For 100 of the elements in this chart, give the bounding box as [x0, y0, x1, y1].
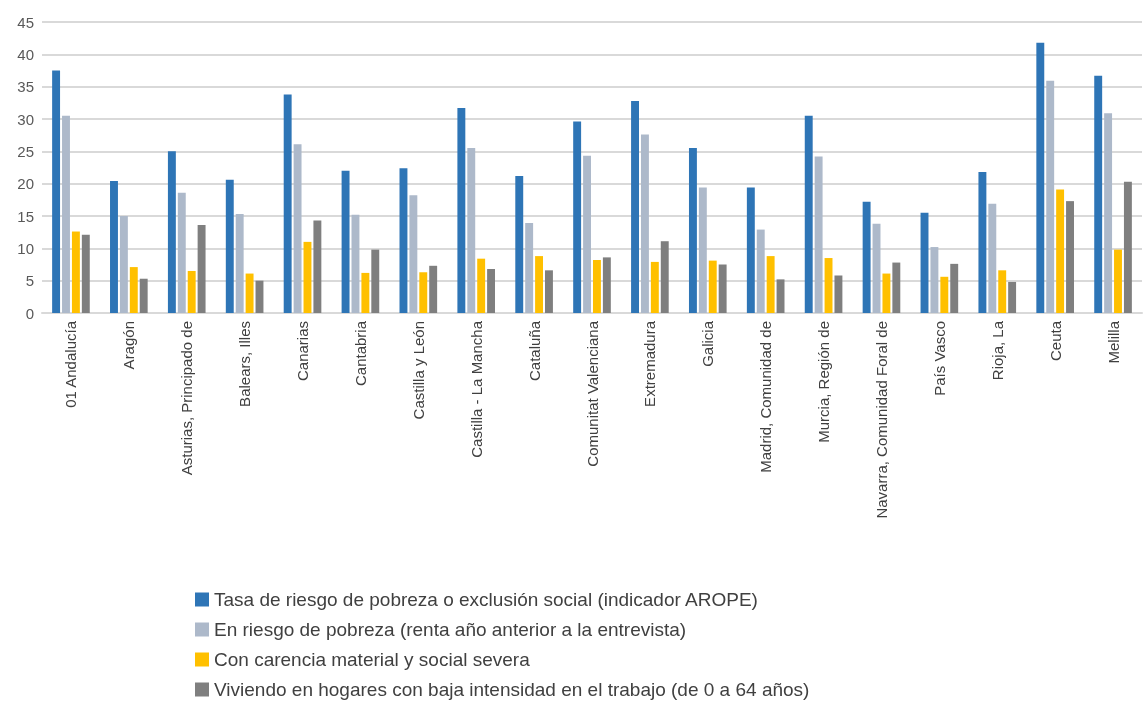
bar	[52, 70, 61, 313]
bar	[1114, 249, 1122, 313]
legend-label: Viviendo en hogares con baja intensidad en el trabajo (de 0 a 64 años)	[214, 679, 810, 700]
bar	[660, 241, 669, 313]
bar	[631, 100, 639, 313]
bar	[776, 279, 785, 313]
bar	[525, 223, 534, 313]
bar	[756, 229, 765, 313]
bar	[293, 144, 302, 313]
bar	[766, 256, 775, 313]
bar	[746, 187, 755, 313]
bar	[535, 256, 544, 313]
y-tick-label: 35	[17, 78, 34, 96]
bar	[1104, 113, 1113, 313]
x-tick-label: Canarias	[294, 321, 312, 382]
bar	[187, 270, 196, 313]
bar	[139, 278, 148, 313]
bar	[583, 155, 592, 313]
x-tick-label: Navarra, Comunidad Foral de	[872, 321, 890, 519]
bar	[1123, 181, 1132, 313]
y-tick-label: 10	[17, 239, 34, 257]
bar	[862, 201, 871, 313]
bar	[1046, 80, 1055, 313]
bar	[708, 260, 717, 313]
bar	[940, 276, 949, 313]
bar	[834, 275, 843, 313]
y-tick-label: 40	[17, 45, 34, 63]
bar	[341, 170, 350, 313]
bar	[698, 187, 707, 313]
x-tick-label: Asturias, Principado de	[178, 321, 196, 476]
bar	[640, 134, 649, 313]
y-tick-label: 0	[25, 304, 34, 322]
bar	[235, 214, 244, 313]
bar	[177, 192, 186, 313]
bar	[1066, 201, 1074, 313]
x-tick-label: 01 Andalucía	[62, 320, 80, 408]
bar	[71, 231, 80, 313]
bar	[119, 216, 128, 313]
bar	[487, 269, 496, 313]
bar	[1094, 75, 1103, 313]
bar	[688, 148, 697, 313]
x-tick-label: Castilla y León	[409, 321, 427, 420]
bar	[988, 203, 997, 313]
bar	[804, 115, 813, 313]
bar	[419, 272, 428, 313]
bar	[283, 94, 292, 313]
legend-label: Con carencia material y social severa	[214, 649, 531, 670]
bar	[650, 261, 659, 313]
bar	[978, 172, 987, 313]
bar	[573, 121, 582, 313]
x-tick-label: Rioja, La	[988, 320, 1006, 381]
bar	[467, 148, 476, 313]
bar	[477, 258, 486, 313]
x-tick-label: Comunitat Valenciana	[583, 320, 601, 467]
bar	[62, 115, 70, 313]
y-tick-label: 45	[17, 13, 34, 31]
bar	[361, 272, 370, 313]
bar	[371, 249, 380, 313]
y-tick-label: 20	[17, 175, 34, 193]
bar	[892, 262, 901, 313]
legend-label: En riesgo de pobreza (renta año anterior a la entrevista)	[214, 619, 687, 640]
x-tick-label: Cantabria	[351, 320, 369, 387]
bar	[950, 263, 959, 313]
x-tick-label: Ceuta	[1046, 320, 1064, 362]
x-tick-label: Extremadura	[641, 320, 659, 407]
bar	[429, 265, 438, 313]
bar	[930, 247, 939, 313]
x-tick-label: Galicia	[699, 320, 717, 367]
x-tick-label: Cataluña	[525, 320, 543, 382]
x-tick-label: Murcia, Región de	[815, 321, 833, 443]
bar	[602, 257, 611, 313]
bar	[313, 220, 322, 313]
bar	[1056, 189, 1065, 313]
bar	[110, 181, 118, 313]
bar	[81, 234, 90, 313]
bar	[245, 273, 254, 313]
bar	[515, 175, 524, 313]
bar	[409, 195, 418, 313]
x-tick-label: Melilla	[1104, 320, 1122, 364]
legend-label: Tasa de riesgo de pobreza o exclusión social (indicador AROPE)	[214, 589, 758, 610]
x-tick-label: Balears, Illes	[236, 321, 254, 407]
bar	[225, 179, 234, 313]
x-tick-label: Aragón	[120, 321, 138, 370]
bar	[882, 273, 891, 313]
bar	[998, 270, 1007, 313]
x-tick-label: Castilla - La Mancha	[467, 320, 485, 458]
bar	[167, 151, 176, 313]
y-tick-label: 30	[17, 110, 34, 128]
y-tick-label: 5	[25, 272, 34, 290]
bar	[592, 259, 601, 313]
x-tick-label: Madrid, Comunidad de	[757, 321, 775, 473]
y-tick-label: 15	[17, 207, 34, 225]
y-tick-label: 25	[17, 142, 34, 160]
bar	[457, 108, 466, 313]
bar	[197, 225, 206, 313]
x-tick-label: País Vasco	[930, 321, 948, 396]
bar	[1008, 281, 1017, 313]
bar	[129, 267, 138, 313]
bar	[718, 264, 727, 313]
bar	[1036, 42, 1045, 313]
